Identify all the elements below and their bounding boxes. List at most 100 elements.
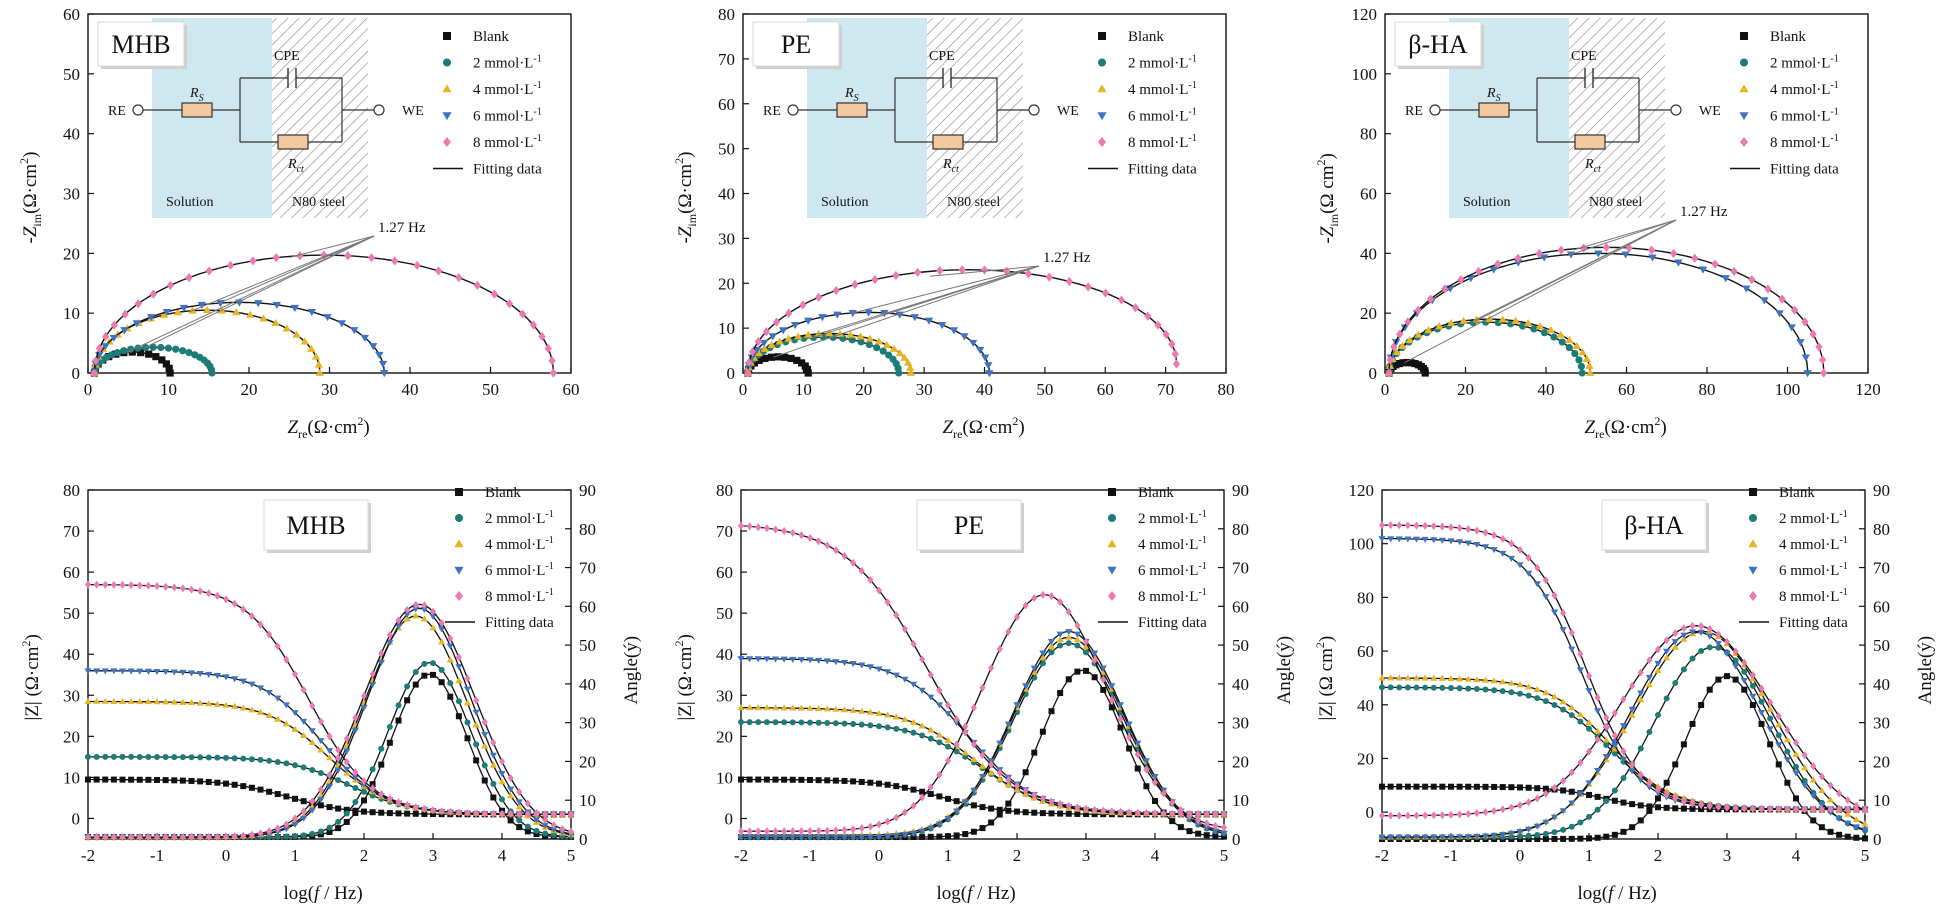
impedance-point [738, 776, 744, 783]
series-group [90, 299, 389, 378]
impedance-point [1152, 809, 1158, 818]
plot-frame [1381, 489, 1866, 840]
angle-point [335, 818, 342, 825]
impedance-point [1422, 783, 1429, 790]
angle-point [996, 740, 1004, 747]
data-point [1405, 336, 1415, 344]
impedance-point [1672, 794, 1679, 803]
angle-point [1827, 828, 1834, 835]
frequency-leader-line [289, 235, 375, 258]
y-tick-label: 0 [1366, 803, 1375, 822]
y-tick-label: 60 [1357, 642, 1374, 661]
legend-superscript: -1 [1188, 54, 1196, 65]
impedance-point [1379, 783, 1385, 790]
x-tick-label: -1 [803, 846, 817, 865]
angle-point [1074, 621, 1081, 630]
data-point [1435, 322, 1444, 330]
angle-point [1741, 686, 1748, 693]
impedance-point [1715, 803, 1722, 812]
data-point [1403, 358, 1411, 367]
angle-point [404, 697, 411, 704]
angle-point [404, 683, 411, 690]
angle-point [455, 653, 462, 662]
data-point [960, 333, 969, 341]
angle-point [472, 709, 480, 716]
data-point [529, 320, 538, 330]
impedance-point [771, 704, 780, 711]
angle-point [1577, 819, 1584, 826]
impedance-point [1534, 695, 1541, 702]
impedance-point [308, 739, 316, 746]
impedance-point [188, 754, 195, 761]
data-point [92, 356, 100, 366]
impedance-point [144, 668, 152, 675]
impedance-point [188, 777, 195, 784]
data-point [282, 324, 292, 332]
y-axis-label-sup: 2 [672, 158, 686, 164]
data-point [762, 327, 770, 337]
impedance-point [1680, 797, 1687, 806]
x-tick-label: -2 [734, 846, 748, 865]
data-point [292, 330, 301, 338]
impedance-point [1091, 805, 1098, 814]
angle-point [884, 817, 891, 826]
angle-point [1792, 750, 1800, 757]
legend-label: 6 mmol·L-1 [1779, 561, 1848, 579]
angle-point [953, 740, 960, 749]
impedance-point [823, 705, 831, 712]
angle-point [1517, 801, 1523, 810]
angle-point [918, 828, 926, 835]
impedance-point [1482, 528, 1489, 537]
y-axis-label-close: ) [20, 152, 41, 158]
impedance-point [1577, 650, 1584, 659]
x-tick-label: 60 [1097, 380, 1114, 399]
legend-marker [443, 137, 451, 147]
impedance-point [1065, 810, 1072, 817]
angle-point [1005, 800, 1012, 807]
angle-point [378, 649, 385, 658]
angle-point [1022, 683, 1030, 690]
angle-point [1099, 668, 1107, 675]
angle-point [876, 820, 882, 829]
angle-point [136, 833, 143, 842]
impedance-point [1619, 756, 1628, 763]
data-point [1172, 359, 1181, 369]
impedance-point [1404, 684, 1411, 691]
impedance-point [901, 727, 908, 734]
impedance-point [754, 704, 762, 711]
angle-point [438, 626, 446, 633]
angle-point [1862, 835, 1868, 842]
angle-point [824, 826, 831, 835]
y-tick-label: 40 [1357, 696, 1374, 715]
y-axis-label-sup: 2 [1314, 160, 1328, 166]
y2-tick-label: 70 [1873, 559, 1890, 578]
data-point [1446, 319, 1456, 327]
x-tick-label: 3 [1082, 846, 1091, 865]
x-axis-label-unit: (Ω·cm [962, 417, 1012, 438]
data-point [165, 364, 173, 372]
angle-point [369, 781, 376, 788]
impedance-point [499, 809, 505, 818]
y-axis-label: -Zim(Ω cm2) [1314, 153, 1341, 243]
legend-superscript: -1 [1830, 133, 1838, 144]
angle-point [420, 615, 428, 622]
angle-point [464, 735, 471, 742]
data-point [799, 300, 807, 310]
impedance-point [412, 803, 419, 812]
data-point [1674, 259, 1683, 267]
impedance-point [763, 704, 771, 711]
impedance-point [205, 778, 212, 785]
legend-label: 2 mmol·L-1 [1138, 509, 1207, 527]
angle-point [1645, 681, 1653, 688]
frequency-annotation: 1.27 Hz [1680, 204, 1728, 220]
angle-point [369, 682, 377, 689]
angle-point [840, 834, 849, 841]
x-tick-label: 80 [1218, 380, 1235, 399]
angle-point [1724, 637, 1730, 646]
impedance-point [438, 807, 445, 816]
angle-point [404, 605, 411, 614]
x-axis-label-sub: re [298, 427, 307, 441]
data-point [1507, 320, 1515, 328]
impedance-point [1439, 783, 1446, 790]
data-point [1721, 275, 1730, 283]
